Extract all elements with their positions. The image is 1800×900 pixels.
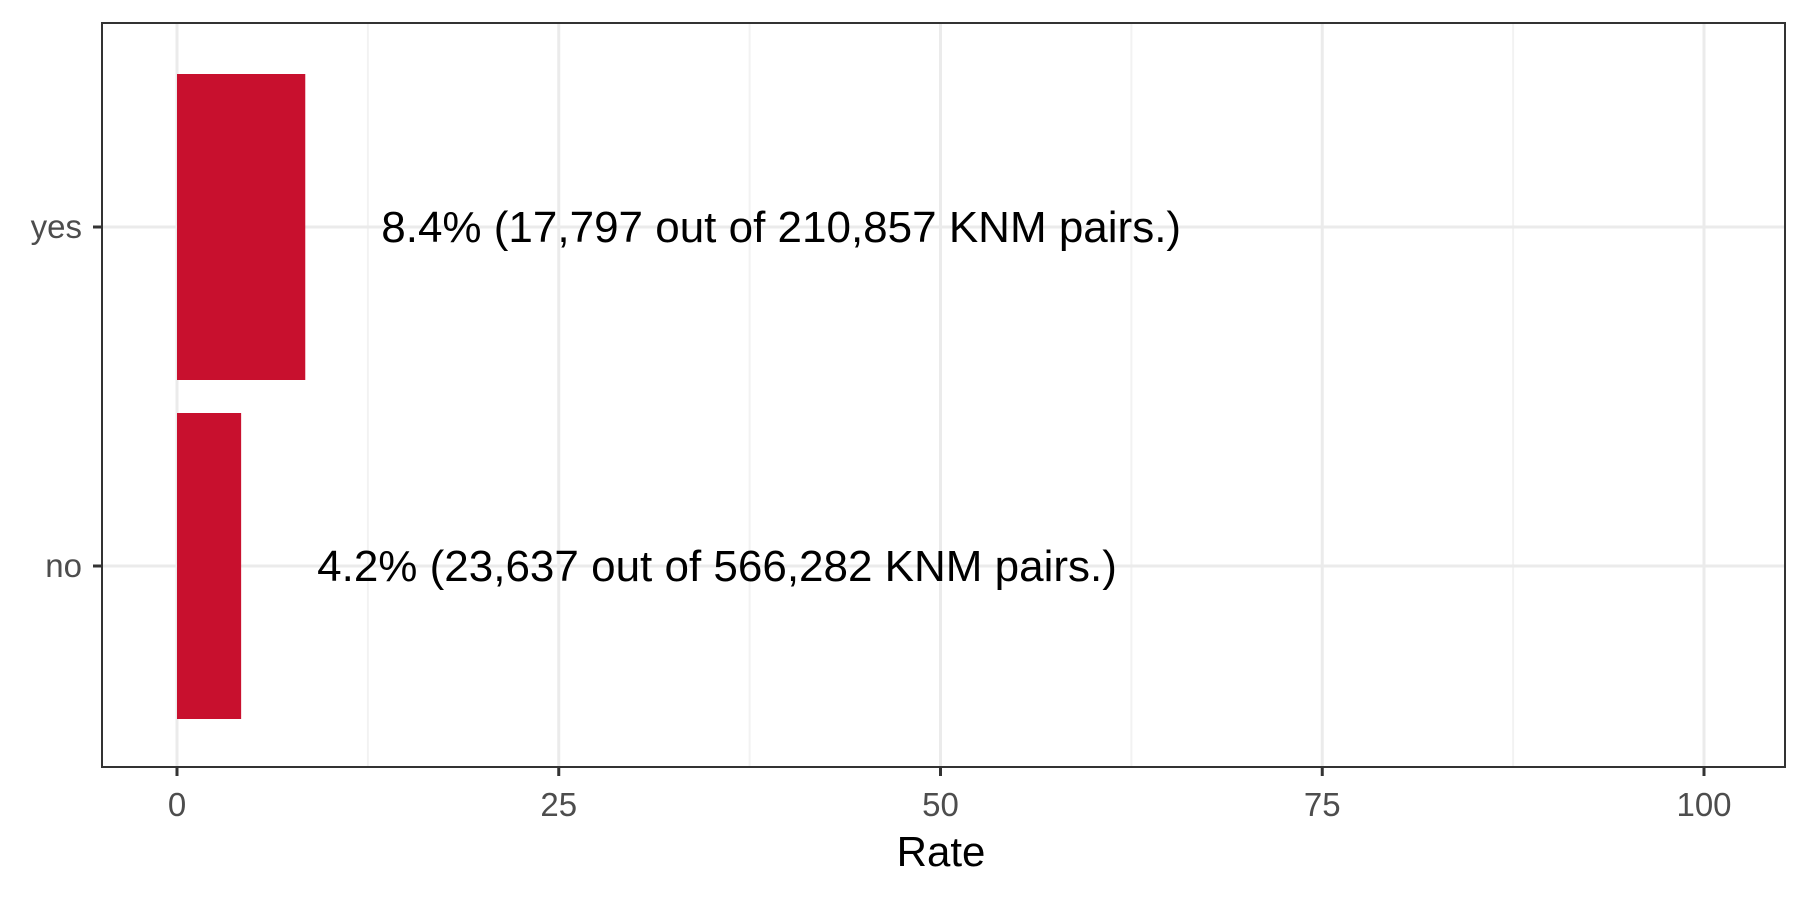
panel-border <box>101 22 1786 768</box>
x-tick-label: 100 <box>1676 786 1731 823</box>
x-tick-label: 0 <box>168 786 186 823</box>
y-tick-label-no: no <box>45 547 82 584</box>
bar-yes <box>177 74 306 380</box>
data-label-no: 4.2% (23,637 out of 566,282 KNM pairs.) <box>317 542 1117 591</box>
x-tick-label: 25 <box>540 786 577 823</box>
data-label-yes: 8.4% (17,797 out of 210,857 KNM pairs.) <box>381 203 1181 252</box>
bar-no <box>177 413 242 719</box>
x-tick-label: 75 <box>1304 786 1341 823</box>
x-axis-title: Rate <box>897 828 986 875</box>
axis-layer: yes no 0 25 50 75 100 <box>31 208 1732 823</box>
grid-layer <box>102 23 1785 767</box>
x-tick-label: 50 <box>922 786 959 823</box>
panel-background <box>102 23 1785 767</box>
bars-layer <box>177 74 306 719</box>
data-labels-layer: 8.4% (17,797 out of 210,857 KNM pairs.) 4… <box>317 203 1181 591</box>
y-tick-label-yes: yes <box>31 208 82 245</box>
